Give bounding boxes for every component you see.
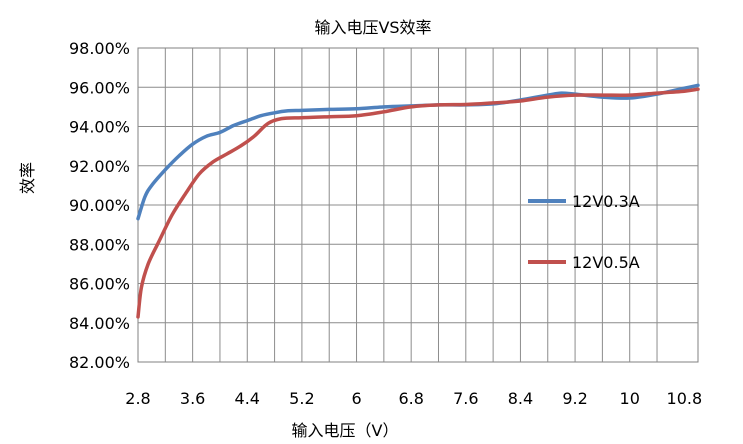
y-tick-label: 82.00% (69, 353, 130, 372)
y-tick-label: 98.00% (69, 39, 130, 58)
x-tick-label: 2.8 (125, 389, 150, 408)
x-tick-label: 6.8 (398, 389, 423, 408)
legend-label-1: 12V0.3A (572, 192, 640, 211)
series-line-2 (136, 87, 700, 319)
legend: 12V0.3A 12V0.5A (528, 192, 640, 272)
y-axis-tick-labels: 82.00% 84.00% 86.00% 88.00% 90.00% 92.00% 94.0… (69, 39, 130, 372)
series-lines (136, 83, 700, 319)
chart-title: 输入电压VS效率 (314, 18, 431, 37)
legend-label-2: 12V0.5A (572, 253, 640, 272)
y-tick-label: 86.00% (69, 275, 130, 294)
horizontal-gridlines (138, 86, 698, 324)
x-tick-label: 10.8 (667, 389, 703, 408)
x-tick-label: 9.2 (562, 389, 587, 408)
x-axis-tick-labels: 2.8 3.6 4.4 5.2 6 6.8 7.6 8.4 9.2 10 10.8 (125, 389, 702, 408)
x-tick-label: 3.6 (180, 389, 205, 408)
x-tick-label: 8.4 (508, 389, 533, 408)
x-tick-label: 5.2 (289, 389, 314, 408)
x-tick-label: 4.4 (235, 389, 260, 408)
y-tick-label: 94.00% (69, 118, 130, 137)
y-axis-title: 效率 (18, 162, 37, 194)
y-tick-label: 88.00% (69, 235, 130, 254)
y-tick-label: 90.00% (69, 196, 130, 215)
y-tick-label: 92.00% (69, 157, 130, 176)
x-tick-label: 7.6 (453, 389, 478, 408)
x-axis-title: 输入电压（V） (292, 421, 399, 440)
x-tick-label: 6 (351, 389, 361, 408)
y-tick-label: 96.00% (69, 78, 130, 97)
x-tick-label: 10 (620, 389, 640, 408)
y-tick-label: 84.00% (69, 314, 130, 333)
